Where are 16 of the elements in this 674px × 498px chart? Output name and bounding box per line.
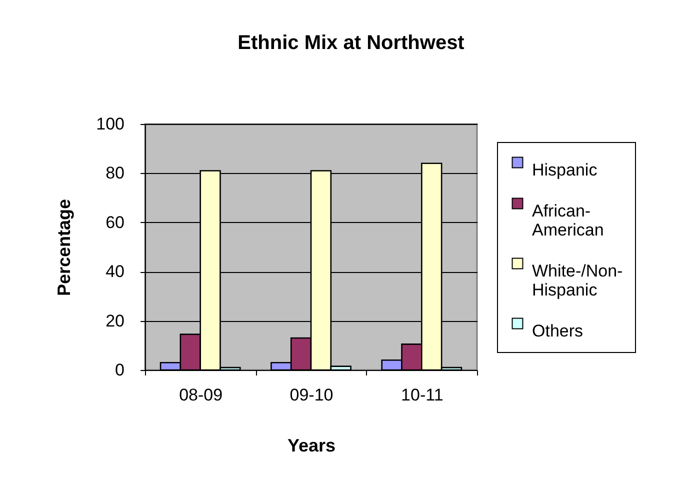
- legend-label: African-American: [532, 202, 604, 240]
- x-axis-title: Years: [287, 436, 336, 456]
- x-tick-label: 10-11: [401, 386, 444, 404]
- y-axis-title: Percentage: [54, 198, 74, 296]
- y-tick-label: 40: [106, 262, 124, 282]
- chart-title: Ethnic Mix at Northwest: [238, 32, 465, 54]
- y-tick-label: 0: [115, 360, 124, 380]
- y-tick-label: 100: [96, 114, 124, 134]
- legend-label: Others: [532, 322, 584, 340]
- x-tick-label: 09-10: [290, 386, 334, 404]
- legend-label: White-/Non-Hispanic: [532, 262, 623, 300]
- y-tick-label: 60: [106, 212, 124, 232]
- y-tick-label: 80: [106, 164, 124, 183]
- x-tick-label: 08-09: [179, 386, 223, 404]
- legend-label: Hispanic: [532, 160, 598, 180]
- y-tick-label: 20: [106, 311, 124, 330]
